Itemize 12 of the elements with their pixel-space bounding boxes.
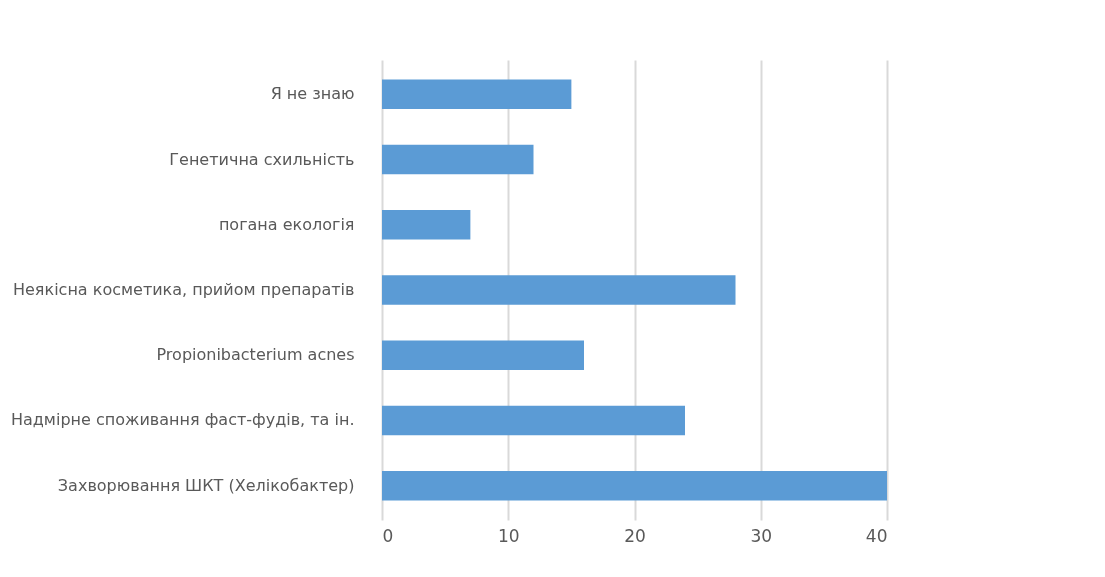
x-tick-label: 0	[382, 525, 394, 546]
y-tick-label: Я не знаю	[270, 84, 355, 104]
y-tick-label: Propionibacterium acnes	[156, 345, 355, 365]
x-tick-label: 10	[497, 525, 520, 546]
y-tick-label: Захворювання ШКТ (Хелікобактер)	[57, 475, 355, 495]
x-tick-label: 20	[624, 525, 646, 546]
y-tick-label: Неякісна косметика, прийом препаратів	[12, 280, 355, 299]
y-tick-label: Надмірне споживання фаст-фудів, та ін.	[10, 410, 355, 430]
x-tick-label: 40	[865, 525, 888, 546]
y-tick-label: Генетична схильність	[169, 149, 355, 169]
y-tick-label: погана екологія	[218, 214, 355, 234]
x-tick-label: 30	[750, 525, 773, 546]
